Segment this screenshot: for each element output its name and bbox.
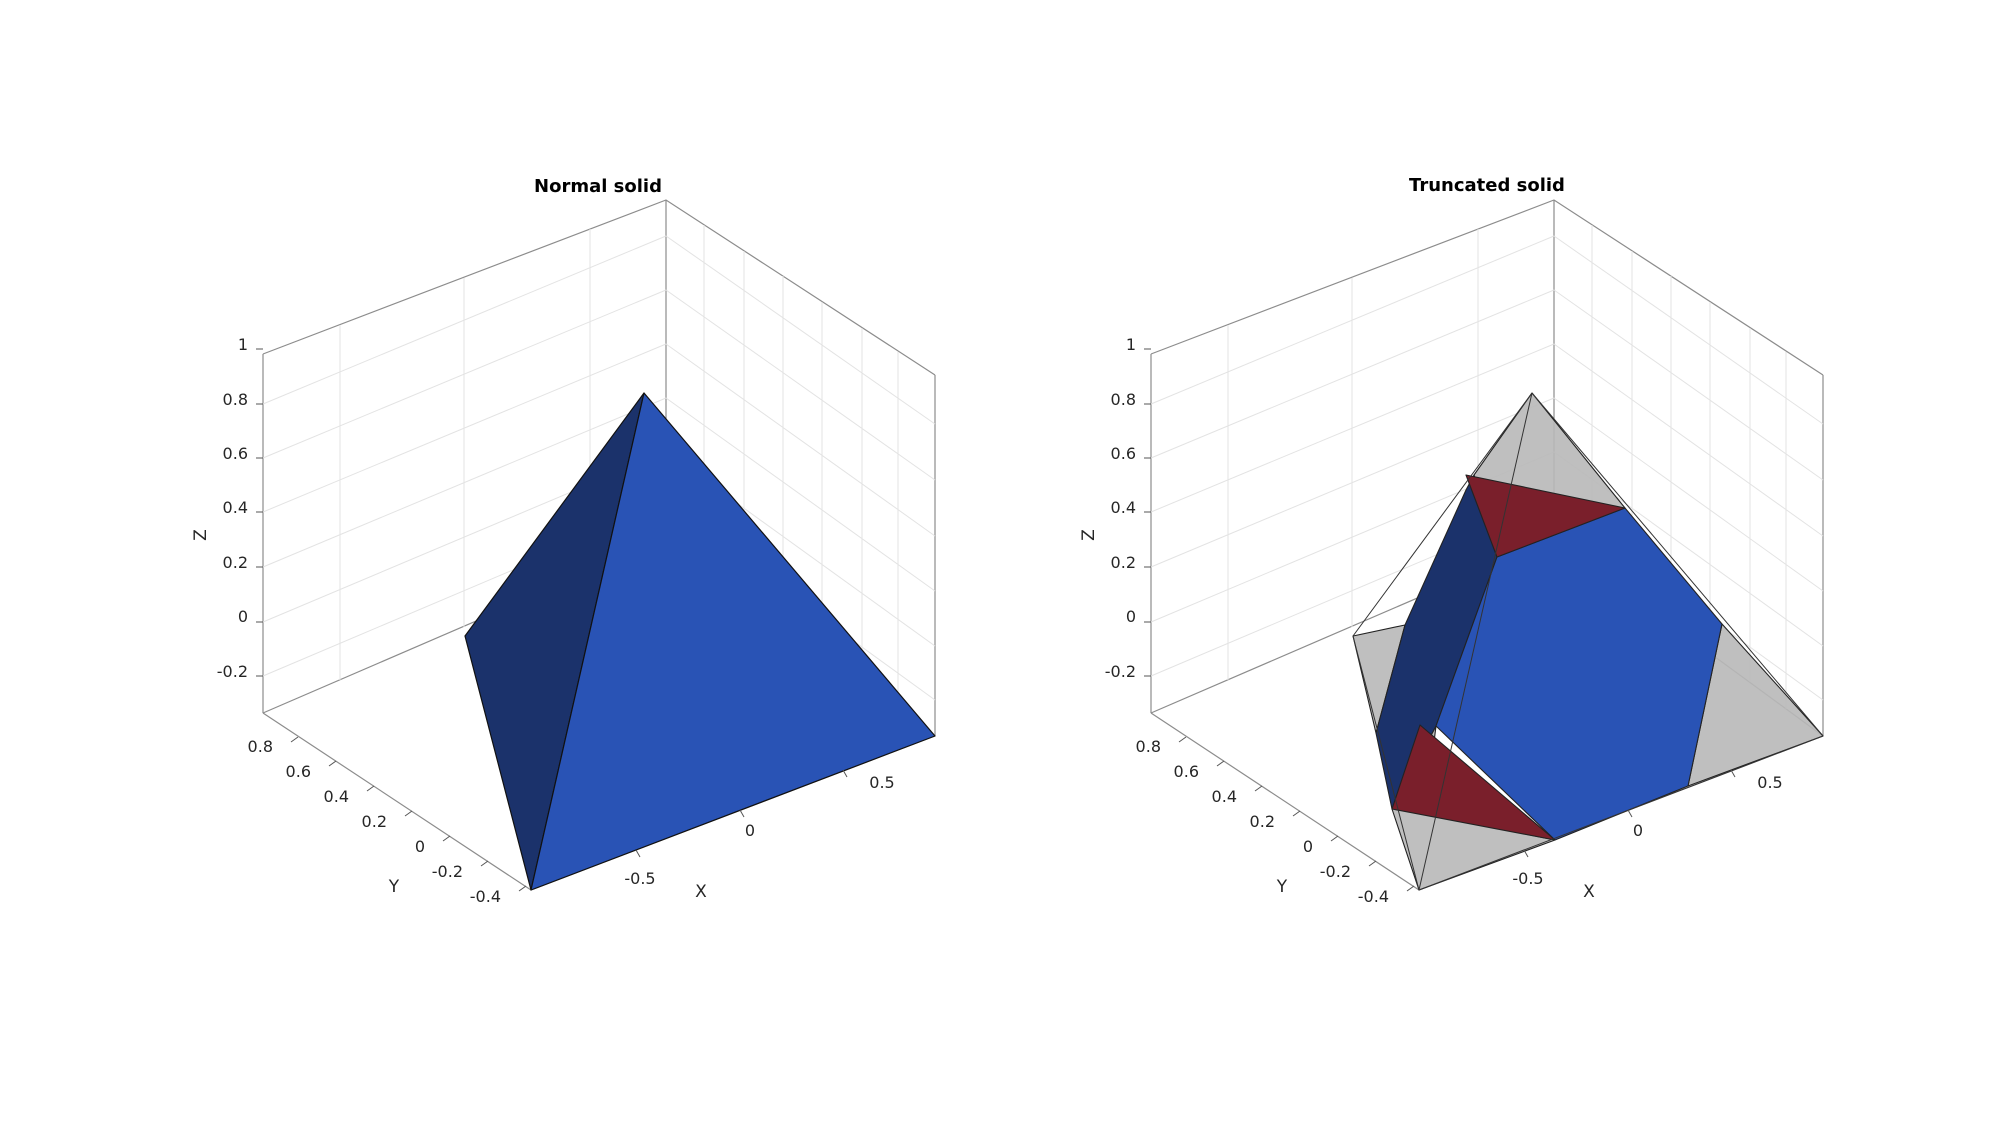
- z-tick-label: 1: [1126, 335, 1136, 354]
- tetrahedron: [464, 392, 936, 891]
- chart-title: Truncated solid: [1409, 175, 1565, 196]
- z-tick-label: -0.2: [1105, 662, 1136, 681]
- y-tick-label: 0.8: [248, 737, 273, 756]
- normal-solid-axes: Normal solid: [191, 176, 936, 906]
- x-tick-label: 0.5: [1757, 773, 1782, 792]
- y-tick-label: -0.4: [1358, 887, 1389, 906]
- z-tick-label: 0.8: [1111, 390, 1136, 409]
- y-axis: 0.8 0.6 0.4 0.2 0 -0.2 -0.4 Y: [248, 736, 527, 906]
- x-tick-label: -0.5: [624, 869, 655, 888]
- z-tick-label: 0.6: [1111, 444, 1136, 463]
- y-tick-label: -0.4: [470, 887, 501, 906]
- z-tick-label: -0.2: [217, 662, 248, 681]
- y-tick-label: 0: [415, 837, 425, 856]
- x-axis-label: X: [1583, 882, 1595, 902]
- z-tick-label: 0.8: [223, 390, 248, 409]
- z-axis-label: Z: [191, 529, 211, 541]
- x-tick-label: 0.5: [869, 773, 894, 792]
- truncated-solid-axes: Truncated solid: [1079, 175, 1824, 906]
- y-axis-label: Y: [388, 877, 400, 897]
- y-axis: 0.8 0.6 0.4 0.2 0 -0.2 -0.4 Y: [1136, 736, 1415, 906]
- y-tick-label: -0.2: [1320, 862, 1351, 881]
- y-tick-label: 0.2: [1250, 812, 1275, 831]
- x-tick-label: 0: [1633, 821, 1643, 840]
- x-tick-label: 0: [745, 821, 755, 840]
- y-tick-label: 0.4: [1212, 787, 1237, 806]
- z-tick-label: 1: [238, 335, 248, 354]
- y-axis-label: Y: [1276, 877, 1288, 897]
- triangle-face-bottom: [1391, 724, 1556, 841]
- y-tick-label: 0.4: [324, 787, 349, 806]
- y-tick-label: 0.6: [286, 762, 311, 781]
- tetra-face-light: [530, 392, 936, 891]
- y-tick-label: 0.2: [362, 812, 387, 831]
- chart-title: Normal solid: [534, 176, 662, 197]
- z-axis: -0.2 0 0.2 0.4 0.6 0.8 1 Z: [1079, 335, 1151, 681]
- y-tick-label: 0.8: [1136, 737, 1161, 756]
- x-axis-label: X: [695, 882, 707, 902]
- x-tick-label: -0.5: [1512, 869, 1543, 888]
- z-tick-label: 0.4: [1111, 498, 1136, 517]
- triangle-face-top: [1465, 474, 1626, 558]
- z-tick-label: 0.4: [223, 498, 248, 517]
- z-tick-label: 0.6: [223, 444, 248, 463]
- truncated-tetrahedron: [1352, 392, 1824, 891]
- z-tick-label: 0.2: [223, 553, 248, 572]
- x-axis: -0.5 0 0.5 X: [1512, 769, 1783, 902]
- z-axis-label: Z: [1079, 529, 1099, 541]
- z-axis: -0.2 0 0.2 0.4 0.6 0.8 1 Z: [191, 335, 263, 681]
- z-tick-label: 0: [1126, 607, 1136, 626]
- z-tick-label: 0.2: [1111, 553, 1136, 572]
- x-axis: -0.5 0 0.5 X: [624, 769, 895, 902]
- tetra-outline: [1352, 392, 1824, 891]
- z-tick-label: 0: [238, 607, 248, 626]
- y-tick-label: 0: [1303, 837, 1313, 856]
- y-tick-label: 0.6: [1174, 762, 1199, 781]
- y-tick-label: -0.2: [432, 862, 463, 881]
